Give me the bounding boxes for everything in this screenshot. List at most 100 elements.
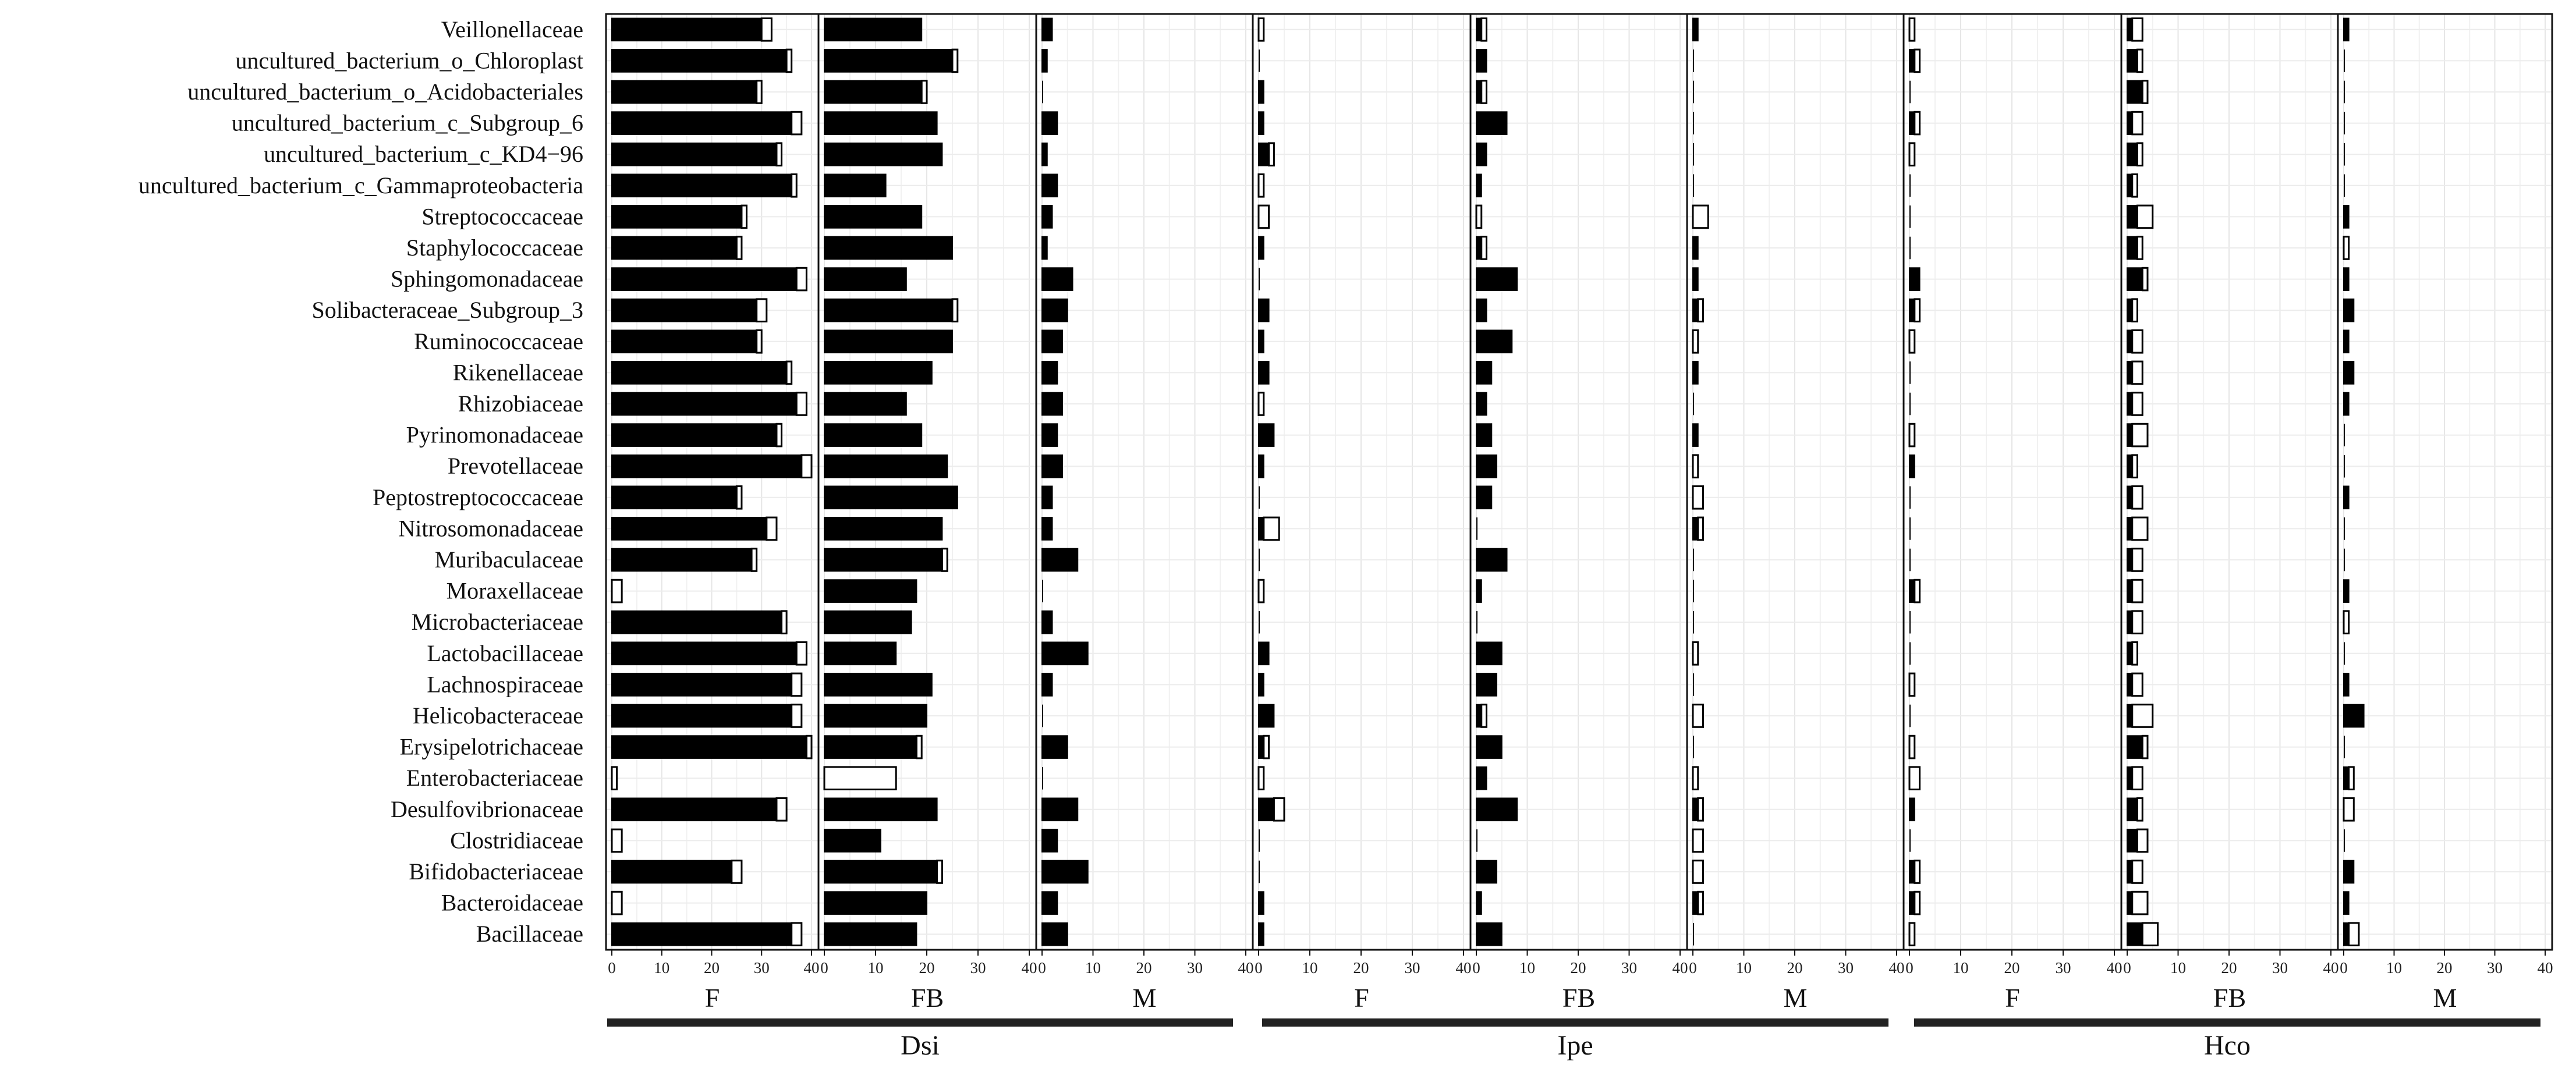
bar-solid bbox=[2343, 673, 2350, 697]
bar-open bbox=[1908, 17, 1916, 42]
bar-solid bbox=[824, 205, 923, 229]
bar-open bbox=[2131, 516, 2149, 541]
bar-open bbox=[1692, 860, 1704, 884]
row-label: Veillonellaceae bbox=[441, 16, 583, 42]
x-tick-label: 40 bbox=[2323, 959, 2339, 977]
bar-solid bbox=[2127, 205, 2138, 229]
panel-ipe-fb: 0 10 20 30 40 FB bbox=[1469, 13, 1688, 1013]
x-tick-label: 20 bbox=[2004, 959, 2020, 977]
bar-solid bbox=[2127, 797, 2138, 822]
bar-open bbox=[1697, 890, 1704, 915]
bar-open bbox=[1908, 423, 1916, 448]
bar-open bbox=[2348, 922, 2360, 946]
row-label: Bacteroidaceae bbox=[441, 890, 583, 916]
bar-solid bbox=[1258, 454, 1264, 478]
bar-open bbox=[1692, 204, 1709, 229]
bar-solid bbox=[1258, 423, 1275, 447]
panel-ipe-m: 0 10 20 30 40 M bbox=[1686, 13, 1905, 1013]
bar-solid bbox=[1258, 142, 1270, 166]
bar-open bbox=[2141, 80, 2149, 104]
bar-open bbox=[1263, 734, 1270, 759]
bar-open bbox=[2136, 797, 2143, 822]
bar-solid bbox=[1476, 423, 1493, 447]
bar-solid bbox=[1041, 236, 1048, 260]
bar-solid bbox=[611, 641, 798, 666]
bar-open bbox=[2131, 610, 2143, 634]
bar-solid bbox=[611, 797, 777, 822]
bar-open bbox=[2131, 298, 2138, 322]
row-label: Prevotellaceae bbox=[448, 453, 583, 479]
bar-solid bbox=[2127, 236, 2138, 260]
bar-open bbox=[1908, 766, 1921, 790]
bar-solid bbox=[1476, 860, 1497, 884]
x-tick-label: 30 bbox=[2056, 959, 2071, 977]
bar-open bbox=[1697, 298, 1704, 322]
x-tick-label: 30 bbox=[1187, 959, 1203, 977]
panel-hco-f: 0 10 20 30 40 F bbox=[1902, 13, 2123, 1013]
x-tick-label: 40 bbox=[804, 959, 820, 977]
group-label: Hco bbox=[2204, 1030, 2251, 1061]
bar-solid bbox=[2343, 891, 2350, 915]
bar-open bbox=[791, 704, 803, 728]
panel-dsi-m: 0 10 20 30 40 M bbox=[1035, 13, 1254, 1013]
bar-solid bbox=[1041, 673, 1053, 697]
x-tick-label: 10 bbox=[1085, 959, 1101, 977]
bar-open bbox=[766, 516, 778, 541]
bar-open bbox=[1692, 485, 1704, 510]
bar-open bbox=[781, 610, 788, 634]
bar-open bbox=[2131, 17, 2143, 42]
bar-solid bbox=[611, 111, 792, 135]
bar-solid bbox=[611, 17, 763, 42]
bar-solid bbox=[611, 173, 792, 198]
row-label: Microbacteriaceae bbox=[412, 609, 583, 635]
facet-label: M bbox=[2433, 983, 2457, 1013]
x-tick-label: 30 bbox=[1838, 959, 1854, 977]
bar-open bbox=[611, 890, 623, 915]
facet-label: FB bbox=[1562, 983, 1595, 1013]
bar-solid bbox=[824, 111, 938, 135]
bar-open bbox=[756, 298, 768, 322]
bar-open bbox=[756, 80, 763, 104]
bar-solid bbox=[1258, 298, 1270, 322]
bar-solid bbox=[824, 829, 881, 853]
bar-solid bbox=[1041, 641, 1089, 666]
row-label: uncultured_bacterium_o_Acidobacteriales bbox=[187, 79, 583, 105]
bar-open bbox=[791, 672, 803, 697]
bar-solid bbox=[2127, 49, 2138, 73]
bar-open bbox=[941, 548, 948, 572]
bar-solid bbox=[611, 673, 792, 697]
panel-dsi-fb: 0 10 20 30 40 FB bbox=[817, 13, 1037, 1013]
group-label: Ipe bbox=[1557, 1030, 1593, 1061]
row-label: Desulfovibrionaceae bbox=[391, 796, 583, 822]
row-label: Erysipelotrichaceae bbox=[400, 734, 583, 760]
row-label: Clostridiaceae bbox=[450, 827, 583, 853]
bar-open bbox=[1480, 236, 1487, 260]
bar-solid bbox=[1041, 454, 1063, 478]
x-tick-label: 30 bbox=[2487, 959, 2503, 977]
bar-open bbox=[1257, 578, 1265, 604]
x-tick-label: 0 bbox=[1255, 959, 1263, 977]
bar-open bbox=[2131, 548, 2143, 572]
bar-solid bbox=[1692, 361, 1699, 385]
bar-solid bbox=[1041, 205, 1053, 229]
bar-solid bbox=[1041, 891, 1058, 915]
bar-solid bbox=[611, 142, 777, 166]
bar-open bbox=[785, 360, 793, 385]
bar-open bbox=[2343, 236, 2350, 260]
bar-open bbox=[1480, 17, 1487, 42]
bar-solid bbox=[1258, 673, 1264, 697]
x-tick-label: 20 bbox=[704, 959, 720, 977]
bar-solid bbox=[2343, 392, 2350, 416]
bar-open bbox=[920, 80, 928, 104]
group-bar bbox=[1914, 1018, 2540, 1027]
x-tick-label: 0 bbox=[608, 959, 616, 977]
bar-open bbox=[2131, 672, 2143, 697]
bar-open bbox=[1692, 641, 1699, 666]
bar-open bbox=[756, 329, 763, 354]
row-label: Nitrosomonadaceae bbox=[398, 515, 583, 541]
bar-solid bbox=[1041, 111, 1058, 135]
bar-open bbox=[2131, 641, 2138, 666]
facet-label: F bbox=[1354, 983, 1369, 1013]
bar-open bbox=[2131, 392, 2143, 416]
